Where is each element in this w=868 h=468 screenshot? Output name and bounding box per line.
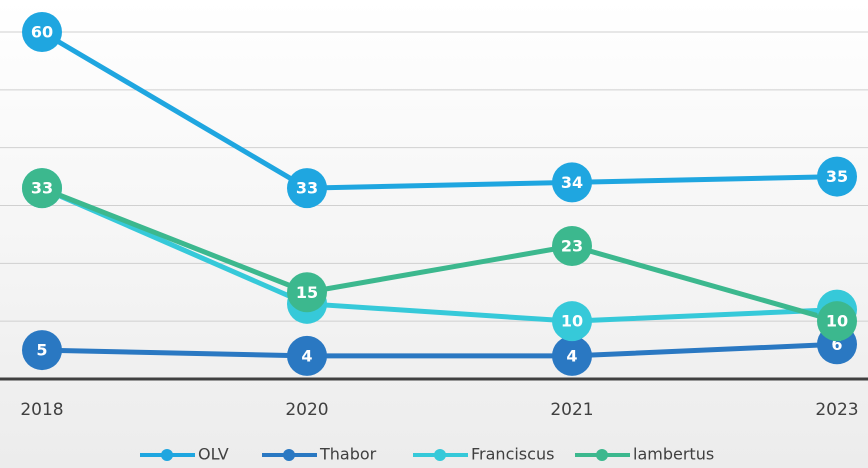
data-label: 5 (36, 341, 47, 360)
series-line (41, 341, 838, 359)
legend-label: Franciscus (471, 445, 554, 464)
series-line (41, 185, 838, 324)
data-point (287, 335, 327, 376)
data-point (817, 156, 857, 197)
data-point (552, 225, 592, 266)
data-point (22, 12, 62, 52)
data-label: 10 (826, 312, 848, 331)
data-label: 4 (301, 346, 312, 365)
legend-label: OLV (198, 445, 229, 464)
data-label: 34 (561, 173, 583, 192)
series-line (40, 29, 838, 191)
legend-marker (434, 449, 446, 461)
x-tick-label: 2018 (20, 400, 63, 420)
legend-label: lambertus (633, 445, 714, 464)
data-point (287, 168, 327, 209)
legend-marker (161, 449, 173, 461)
series-line (40, 185, 838, 324)
data-label: 33 (296, 179, 318, 198)
data-label: 10 (561, 312, 583, 331)
legend-label: Thabor (319, 445, 377, 464)
legend-marker (283, 449, 295, 461)
data-point (552, 162, 592, 203)
data-point (552, 335, 592, 376)
data-label: 15 (296, 283, 318, 302)
data-point (552, 301, 592, 342)
x-tick-label: 2021 (550, 400, 593, 420)
data-point (22, 330, 62, 371)
data-point (817, 301, 857, 342)
data-label: 4 (566, 346, 577, 365)
x-tick-label: 2020 (285, 400, 328, 420)
data-point (287, 272, 327, 313)
data-point (22, 168, 62, 209)
x-tick-label: 2023 (815, 400, 858, 420)
data-label: 6 (831, 335, 842, 354)
data-label: 33 (31, 179, 53, 198)
data-label: 60 (31, 23, 53, 42)
data-label: 23 (561, 236, 583, 255)
data-label: 35 (826, 167, 848, 186)
legend-marker (596, 449, 608, 461)
